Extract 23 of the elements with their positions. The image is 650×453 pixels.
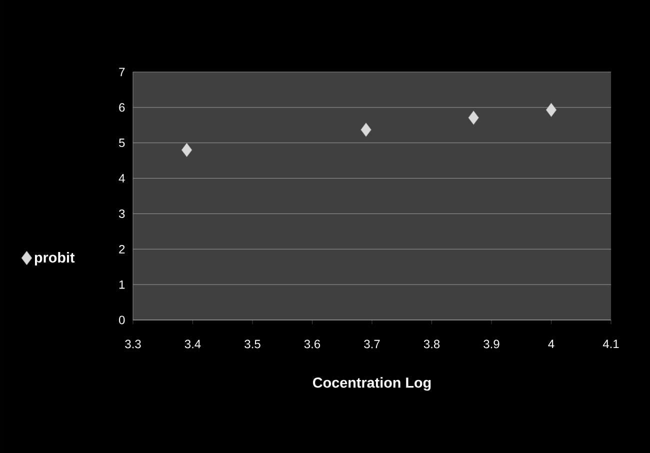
x-tick-label: 3.6 bbox=[304, 340, 320, 348]
y-tick-label: 6 bbox=[119, 103, 125, 112]
x-tick-label: 3.9 bbox=[484, 340, 500, 348]
x-tick-label: 3.4 bbox=[184, 340, 201, 348]
x-tick-label: 4 bbox=[548, 340, 554, 348]
x-axis-title: Cocentration Log bbox=[313, 377, 431, 391]
x-tick-label: 3.8 bbox=[424, 340, 440, 348]
y-tick-label: 1 bbox=[119, 280, 125, 289]
y-tick-label: 5 bbox=[119, 138, 125, 148]
y-tick-label: 7 bbox=[119, 68, 125, 76]
y-tick-label: 3 bbox=[118, 209, 125, 218]
legend-label: probit bbox=[34, 252, 75, 266]
y-tick-label: 0 bbox=[119, 316, 125, 324]
y-tick-label: 2 bbox=[119, 244, 125, 254]
x-tick-label: 3.3 bbox=[125, 340, 141, 348]
point bbox=[181, 142, 192, 158]
point bbox=[360, 122, 372, 137]
y-tick-label: 4 bbox=[118, 174, 125, 182]
x-tick-label: 4.1 bbox=[602, 340, 619, 348]
x-tick-label: 3.7 bbox=[364, 340, 380, 348]
x-tick-label: 3.5 bbox=[244, 340, 260, 348]
point bbox=[468, 110, 480, 125]
point bbox=[546, 102, 557, 118]
